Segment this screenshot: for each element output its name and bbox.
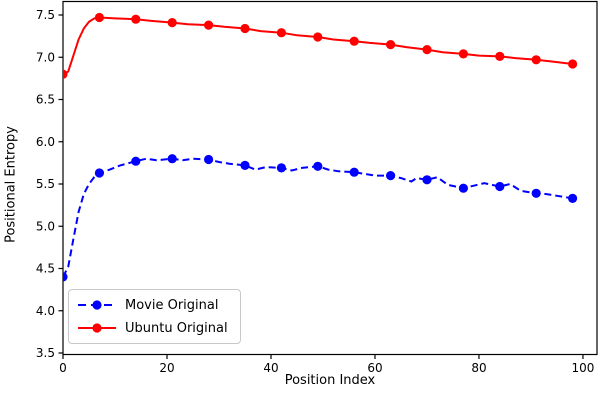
series-line-movie-original [63, 157, 573, 278]
x-tick-label: 0 [59, 361, 67, 375]
marker-ubuntu-original [495, 51, 505, 62]
marker-ubuntu-original [458, 49, 468, 59]
marker-movie-original [167, 154, 177, 164]
x-tick-label: 60 [367, 361, 382, 375]
marker-movie-original [94, 168, 104, 178]
legend-item-movie-original: Movie Original [78, 295, 228, 315]
x-tick-label: 40 [263, 361, 278, 375]
series-ubuntu-original [63, 12, 578, 79]
marker-movie-original [568, 193, 578, 203]
y-tick-label: 5.5 [36, 177, 55, 191]
y-tick-label: 6.0 [36, 135, 55, 149]
legend: Movie Original Ubuntu Original [68, 289, 241, 344]
marker-movie-original [63, 272, 68, 282]
y-tick-label: 4.0 [36, 304, 55, 318]
x-tick-label: 80 [471, 361, 486, 375]
legend-sample-ubuntu-original [78, 323, 116, 333]
legend-label-movie-original: Movie Original [125, 297, 219, 313]
marker-movie-original [422, 175, 432, 185]
y-tick-label: 6.5 [36, 93, 55, 107]
x-tick-label: 100 [572, 361, 595, 375]
x-axis-label: Position Index [284, 373, 376, 388]
marker-ubuntu-original [313, 32, 323, 42]
legend-item-ubuntu-original: Ubuntu Original [78, 318, 228, 338]
marker-ubuntu-original [167, 18, 177, 28]
marker-movie-original [386, 171, 396, 181]
plot-spines [62, 0, 598, 356]
legend-sample-movie-original [78, 300, 116, 310]
y-tick-label: 7.5 [36, 8, 55, 22]
marker-ubuntu-original [568, 59, 578, 69]
marker-movie-original [276, 163, 286, 173]
marker-ubuntu-original [386, 40, 396, 50]
marker-movie-original [240, 160, 250, 170]
marker-movie-original [313, 161, 323, 171]
marker-movie-original [349, 167, 359, 177]
marker-ubuntu-original [204, 20, 214, 30]
marker-ubuntu-original [276, 28, 286, 38]
marker-movie-original [458, 183, 468, 193]
marker-ubuntu-original [131, 14, 141, 24]
marker-ubuntu-original [240, 23, 250, 34]
marker-ubuntu-original [422, 45, 432, 55]
y-axis-label: Positional Entropy [3, 126, 19, 243]
marker-ubuntu-original [63, 69, 68, 79]
marker-movie-original [531, 188, 541, 198]
series-movie-original [63, 154, 578, 282]
marker-movie-original [204, 154, 214, 165]
y-tick-label: 3.5 [36, 346, 55, 360]
x-tick-label: 20 [159, 361, 174, 375]
y-tick-label: 7.0 [36, 50, 55, 64]
y-tick-label: 5.0 [36, 219, 55, 233]
marker-movie-original [495, 181, 505, 192]
legend-label-ubuntu-original: Ubuntu Original [125, 320, 228, 336]
marker-movie-original [131, 156, 141, 166]
marker-ubuntu-original [349, 36, 359, 46]
series-line-ubuntu-original [63, 16, 573, 76]
y-tick-label: 4.5 [36, 262, 55, 276]
marker-ubuntu-original [94, 12, 104, 23]
marker-ubuntu-original [531, 55, 541, 65]
